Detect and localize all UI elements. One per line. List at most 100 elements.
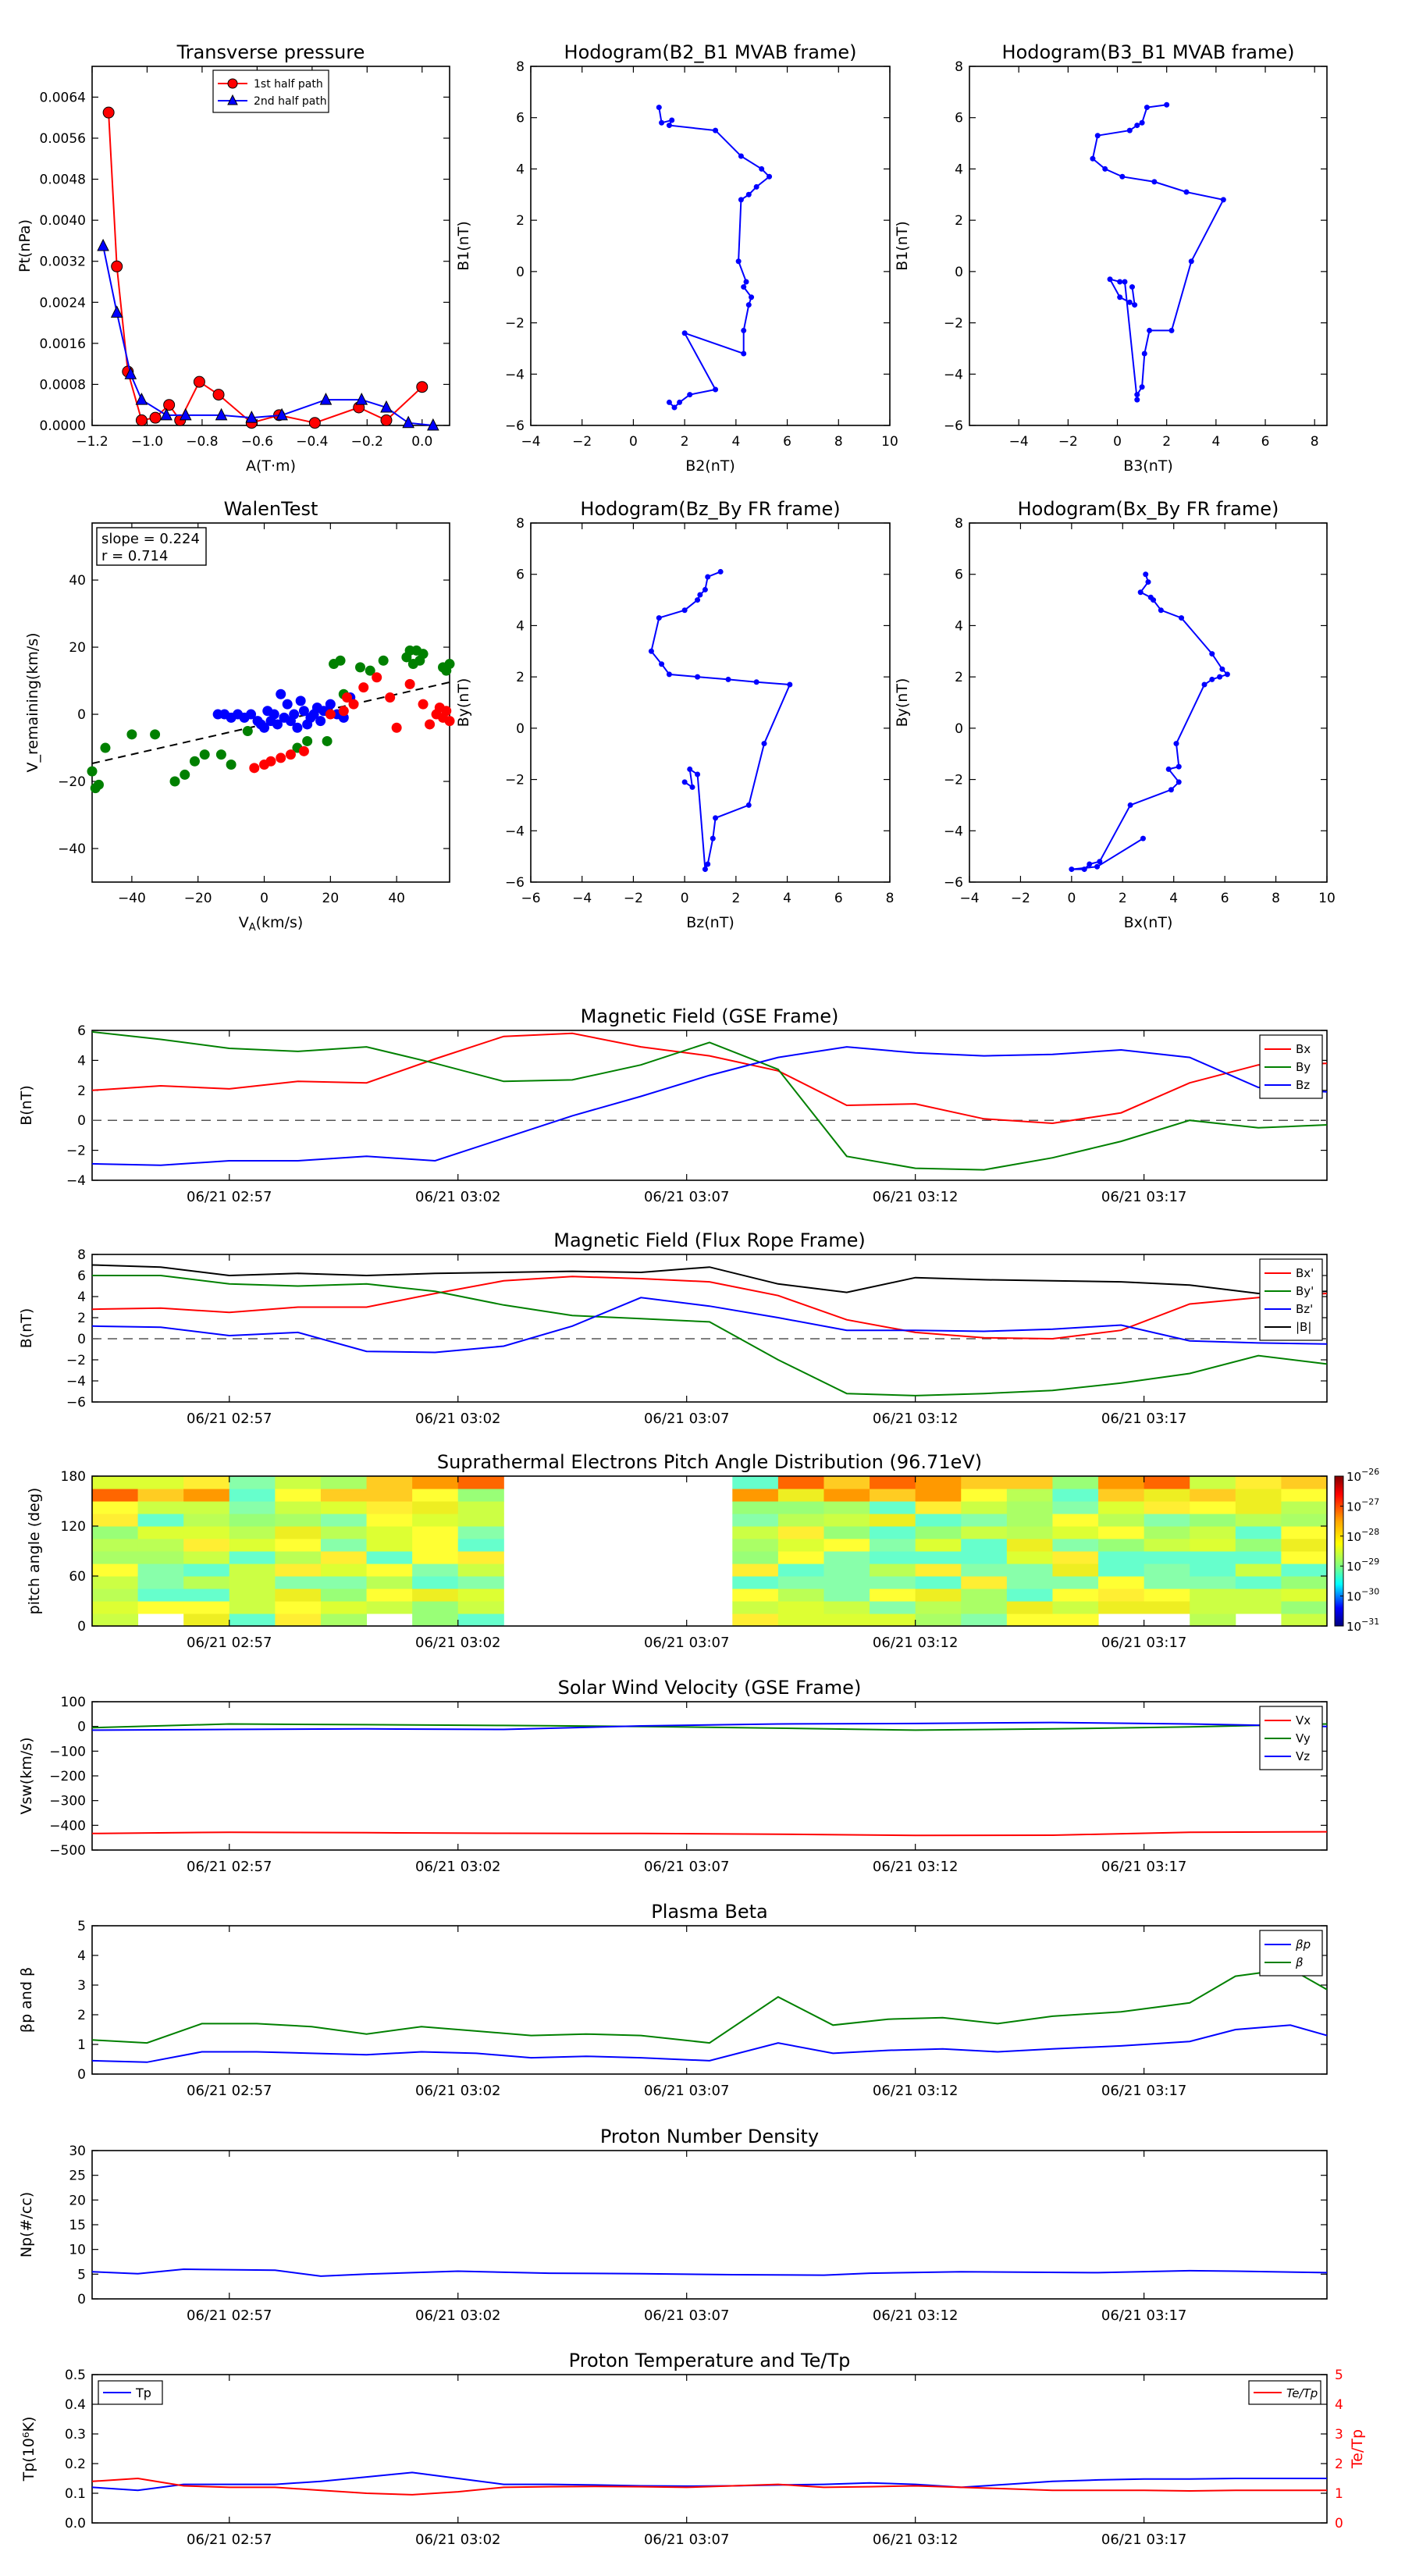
heatmap-cell bbox=[870, 1476, 916, 1489]
data-point bbox=[753, 679, 759, 685]
legend-label: |B| bbox=[1296, 1320, 1311, 1334]
x-tick-label: 4 bbox=[1211, 434, 1220, 450]
y-tick-label: 8 bbox=[516, 59, 525, 75]
data-point bbox=[265, 756, 276, 767]
series-line bbox=[91, 1831, 1328, 1837]
data-point bbox=[1107, 276, 1113, 283]
x-tick-label: 0 bbox=[1113, 434, 1122, 450]
heatmap-cell bbox=[1235, 1589, 1282, 1602]
time-tick-label: 06/21 03:02 bbox=[415, 1189, 500, 1205]
heatmap-cell bbox=[137, 1564, 184, 1577]
y-tick-label: 0.4 bbox=[65, 2397, 86, 2413]
heatmap-cell bbox=[92, 1551, 139, 1564]
chart-beta: Plasma Beta 0 1 2 3 4 5 06/21 02:57 06/21 03:02 0… bbox=[18, 1901, 1328, 2099]
data-point bbox=[1179, 615, 1185, 621]
colorbar-label: 10−30 bbox=[1346, 1587, 1379, 1604]
heatmap-cell bbox=[1144, 1501, 1190, 1514]
data-point bbox=[1151, 179, 1158, 185]
y-tick-label: 120 bbox=[61, 1519, 86, 1535]
heatmap-cell bbox=[366, 1501, 413, 1514]
data-point bbox=[325, 699, 336, 710]
data-point bbox=[249, 763, 260, 774]
heatmap-cell bbox=[961, 1526, 1008, 1539]
data-point bbox=[444, 716, 455, 727]
y-tick-label: 3 bbox=[77, 1978, 86, 1994]
heatmap-cell bbox=[412, 1551, 459, 1564]
heatmap-cell bbox=[412, 1501, 459, 1514]
data-point bbox=[226, 760, 237, 770]
colorbar-exponent: −31 bbox=[1361, 1617, 1379, 1627]
x-tick-label: −2 bbox=[1011, 891, 1030, 906]
x-tick-label: −0.4 bbox=[296, 434, 328, 450]
time-tick-label: 06/21 03:07 bbox=[644, 2083, 729, 2099]
data-point bbox=[666, 399, 672, 405]
chart-h3: Hodogram(Bz_By FR frame) −6 −4 −2 0 2 4 6 8 −6 −4 −… bbox=[455, 498, 894, 931]
data-point bbox=[111, 260, 123, 272]
heatmap-cell bbox=[870, 1576, 916, 1589]
chart-title: Transverse pressure bbox=[176, 41, 365, 63]
heatmap-cell bbox=[183, 1476, 230, 1489]
heatmap-cell bbox=[137, 1539, 184, 1552]
y-tick-label: 20 bbox=[69, 2193, 86, 2208]
data-point bbox=[767, 173, 773, 180]
series-line bbox=[91, 2268, 1328, 2277]
heatmap-cell bbox=[1190, 1601, 1236, 1614]
heatmap-cell bbox=[366, 1476, 413, 1489]
time-tick-label: 06/21 03:02 bbox=[415, 1859, 500, 1875]
y-tick-label: 0 bbox=[955, 265, 963, 280]
series-line bbox=[1071, 574, 1229, 870]
heatmap-cell bbox=[732, 1614, 779, 1627]
time-tick-label: 06/21 03:02 bbox=[415, 1411, 500, 1427]
heatmap-cell bbox=[1281, 1576, 1328, 1589]
data-point bbox=[215, 407, 228, 421]
legend-box bbox=[98, 2380, 163, 2405]
x-label-subscript: A bbox=[249, 922, 256, 934]
heatmap-cell bbox=[229, 1514, 276, 1527]
heatmap-cell bbox=[320, 1564, 368, 1577]
heatmap-cell bbox=[915, 1601, 962, 1614]
time-tick-label: 06/21 03:12 bbox=[873, 2083, 958, 2099]
chart-title: Proton Number Density bbox=[600, 2126, 819, 2147]
heatmap-cell bbox=[1006, 1601, 1053, 1614]
heatmap-cell bbox=[137, 1501, 184, 1514]
heatmap-cell bbox=[92, 1489, 139, 1502]
data-point bbox=[295, 696, 306, 706]
y-tick-label: −500 bbox=[49, 1843, 86, 1859]
y-tick-label: 0.0008 bbox=[40, 377, 86, 393]
heatmap-cell bbox=[732, 1489, 779, 1502]
y-axis-label: By(nT) bbox=[455, 678, 472, 728]
series-line bbox=[91, 1264, 1328, 1295]
heatmap-cell bbox=[915, 1589, 962, 1602]
heatmap-cell bbox=[412, 1476, 459, 1489]
heatmap-cell bbox=[961, 1501, 1008, 1514]
data-point bbox=[677, 399, 683, 405]
heatmap-cell bbox=[1052, 1526, 1099, 1539]
heatmap-cell bbox=[457, 1526, 504, 1539]
data-point bbox=[391, 722, 402, 733]
data-point bbox=[1117, 279, 1123, 285]
chart-mffr: Magnetic Field (Flux Rope Frame) −6 −4 −2 0 2… bbox=[18, 1229, 1328, 1427]
heatmap-cell bbox=[915, 1576, 962, 1589]
heatmap-cell bbox=[1052, 1539, 1099, 1552]
y-tick-label: 4 bbox=[77, 1290, 86, 1305]
heatmap-cell bbox=[457, 1614, 504, 1627]
data-point bbox=[741, 284, 747, 290]
heatmap-cell bbox=[1281, 1501, 1328, 1514]
y-tick-label: 10 bbox=[69, 2243, 86, 2258]
heatmap-cell bbox=[457, 1501, 504, 1514]
heatmap-cell bbox=[1098, 1476, 1145, 1489]
data-point bbox=[656, 105, 662, 111]
data-point bbox=[315, 716, 326, 727]
heatmap-cell bbox=[777, 1614, 824, 1627]
y-tick-label: 8 bbox=[955, 516, 963, 532]
chart-h1: Hodogram(B2_B1 MVAB frame)−6−4−202468−4−… bbox=[455, 41, 898, 475]
y-tick-label: 30 bbox=[69, 2144, 86, 2159]
x-axis-label: B2(nT) bbox=[685, 457, 735, 475]
heatmap-cell bbox=[137, 1476, 184, 1489]
heatmap-cell bbox=[777, 1551, 824, 1564]
heatmap-cell bbox=[412, 1526, 459, 1539]
heatmap-cell bbox=[366, 1539, 413, 1552]
data-point bbox=[1087, 861, 1093, 867]
y-tick-label: 5 bbox=[77, 1919, 86, 1934]
data-point bbox=[1090, 155, 1096, 162]
